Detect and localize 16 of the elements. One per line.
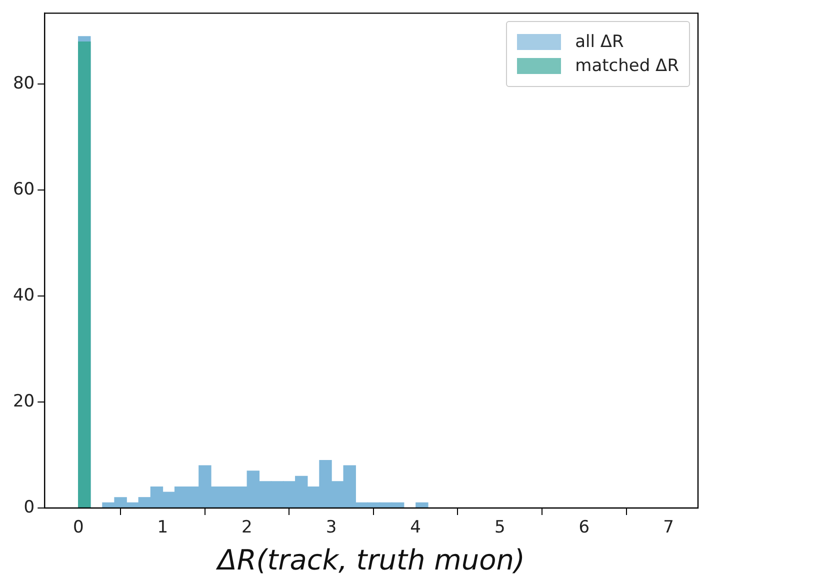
legend-label: all ΔR xyxy=(575,32,624,52)
x-tick-label: 4 xyxy=(410,518,421,538)
x-tick-label: 5 xyxy=(494,518,506,538)
y-tick-label: 0 xyxy=(24,497,35,518)
y-tick-label: 60 xyxy=(12,180,35,200)
y-tick-label: 40 xyxy=(12,286,35,306)
y-tick-label: 80 xyxy=(12,74,35,94)
x-tick-label: 2 xyxy=(242,518,252,538)
x-tick-label: 3 xyxy=(326,518,337,538)
x-tick-label: 6 xyxy=(578,518,590,538)
y-tick-label: 20 xyxy=(12,391,35,412)
x-tick-label: 7 xyxy=(663,518,674,538)
x-tick-label: 1 xyxy=(157,518,168,538)
x-axis-title: ΔR(track, truth muon) xyxy=(216,543,525,576)
legend-label: matched ΔR xyxy=(575,56,679,76)
x-tick-label: 0 xyxy=(72,518,84,538)
